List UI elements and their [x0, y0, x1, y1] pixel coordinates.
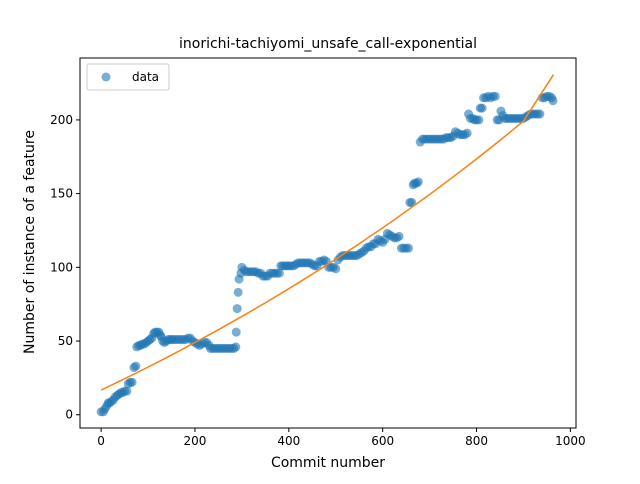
plot-layer: [96, 74, 558, 417]
data-point: [331, 264, 341, 274]
data-point: [462, 128, 472, 138]
data-point: [403, 243, 413, 253]
data-point: [127, 377, 137, 387]
data-point: [394, 231, 404, 241]
x-tick-label: 1000: [555, 434, 586, 448]
data-point: [477, 103, 487, 113]
y-tick-label: 150: [50, 187, 73, 201]
x-tick-label: 600: [371, 434, 394, 448]
x-tick-label: 0: [97, 434, 105, 448]
data-point: [535, 109, 545, 119]
data-point: [274, 268, 284, 278]
y-axis-label: Number of instance of a feature: [22, 130, 38, 354]
fit-line: [100, 74, 555, 391]
chart-title: inorichi-tachiyomi_unsafe_call-exponenti…: [179, 36, 477, 52]
data-point: [131, 361, 141, 371]
legend-marker: [101, 72, 111, 82]
data-point: [233, 287, 243, 297]
plot-frame: [79, 57, 577, 429]
y-tick-label: 50: [58, 334, 73, 348]
legend-box: [86, 63, 170, 91]
data-point: [122, 386, 132, 396]
data-point: [548, 96, 558, 106]
x-axis-label: Commit number: [271, 455, 385, 471]
x-tick-label: 800: [465, 434, 488, 448]
x-tick-label: 200: [184, 434, 207, 448]
y-tick-label: 200: [50, 113, 73, 127]
x-tick-label: 400: [277, 434, 300, 448]
legend: data: [86, 63, 170, 91]
data-point: [231, 342, 241, 352]
axis-layer: 0 200 400 600 800 1000 0 50 100 150 200: [50, 57, 586, 448]
data-point: [407, 197, 417, 207]
y-tick-label: 100: [50, 260, 73, 274]
legend-label-data: data: [132, 70, 159, 84]
data-point: [231, 327, 241, 337]
data-point: [474, 115, 484, 125]
data-point: [413, 177, 423, 187]
data-point: [232, 304, 242, 314]
data-point: [490, 91, 500, 101]
y-tick-label: 0: [65, 408, 73, 422]
